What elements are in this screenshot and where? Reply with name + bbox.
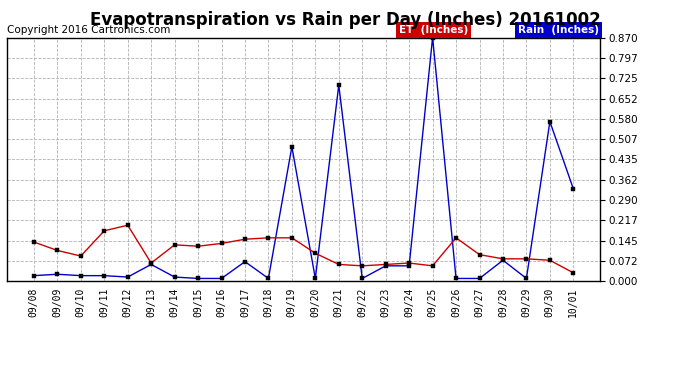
Text: ET  (Inches): ET (Inches)	[399, 25, 469, 35]
Text: Rain  (Inches): Rain (Inches)	[518, 25, 599, 35]
Text: Copyright 2016 Cartronics.com: Copyright 2016 Cartronics.com	[7, 25, 170, 35]
Text: Evapotranspiration vs Rain per Day (Inches) 20161002: Evapotranspiration vs Rain per Day (Inch…	[90, 11, 600, 29]
